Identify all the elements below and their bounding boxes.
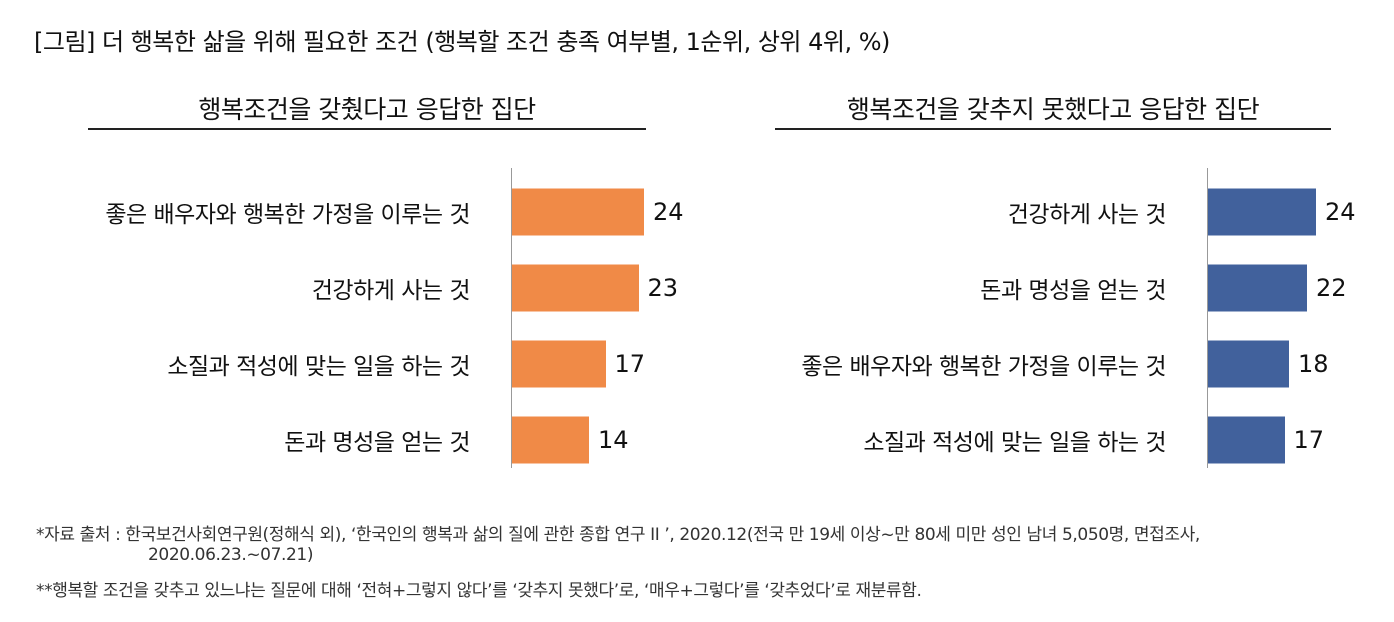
panel-title-rule [88,128,646,130]
category-label: 돈과 명성을 얻는 것 [284,430,470,456]
bar [1208,264,1307,312]
bar [512,340,606,388]
source-footnote-line1: *자료 출처 : 한국보건사회연구원(정해식 외), ‘한국인의 행복과 삶의 … [36,525,1200,545]
category-label: 소질과 적성에 맞는 일을 하는 것 [167,354,470,380]
data-label: 14 [598,426,629,454]
category-axis-line [511,168,512,468]
category-label: 건강하게 사는 것 [1007,202,1167,228]
category-label: 좋은 배우자와 행복한 가정을 이루는 것 [105,202,470,228]
panel-title: 행복조건을 갖추지 못했다고 응답한 집단 [846,95,1260,124]
data-label: 23 [647,274,679,302]
panel-title-rule [775,128,1331,130]
chart-panel-unsatisfied: 행복조건을 갖추지 못했다고 응답한 집단 건강하게 사는 것 24 돈과 명성을 … [700,82,1360,482]
data-label: 24 [1325,198,1356,226]
data-label: 24 [653,198,684,226]
bar [512,264,639,312]
figure-title: [그림] 더 행복한 삶을 위해 필요한 조건 (행복할 조건 충족 여부별, … [34,28,890,56]
panel-title: 행복조건을 갖췄다고 응답한 집단 [198,95,536,124]
source-footnote-line2: 2020.06.23.~07.21) [148,545,314,565]
bar [1208,416,1285,464]
data-label: 17 [614,350,646,378]
category-label: 돈과 명성을 얻는 것 [980,278,1166,304]
category-label: 좋은 배우자와 행복한 가정을 이루는 것 [801,354,1166,380]
data-label: 22 [1316,274,1347,302]
category-label: 건강하게 사는 것 [311,278,471,304]
bar [1208,340,1289,388]
bar [1208,188,1316,236]
bar [512,416,589,464]
chart-panel-satisfied: 행복조건을 갖췄다고 응답한 집단 좋은 배우자와 행복한 가정을 이루는 것 2… [0,82,684,482]
method-footnote: **행복할 조건을 갖추고 있느냐는 질문에 대해 ‘전혀+그렇지 않다’를 ‘… [36,581,922,601]
data-label: 18 [1298,350,1329,378]
category-axis-line [1207,168,1208,468]
bar [512,188,644,236]
category-label: 소질과 적성에 맞는 일을 하는 것 [863,430,1166,456]
data-label: 17 [1293,426,1325,454]
